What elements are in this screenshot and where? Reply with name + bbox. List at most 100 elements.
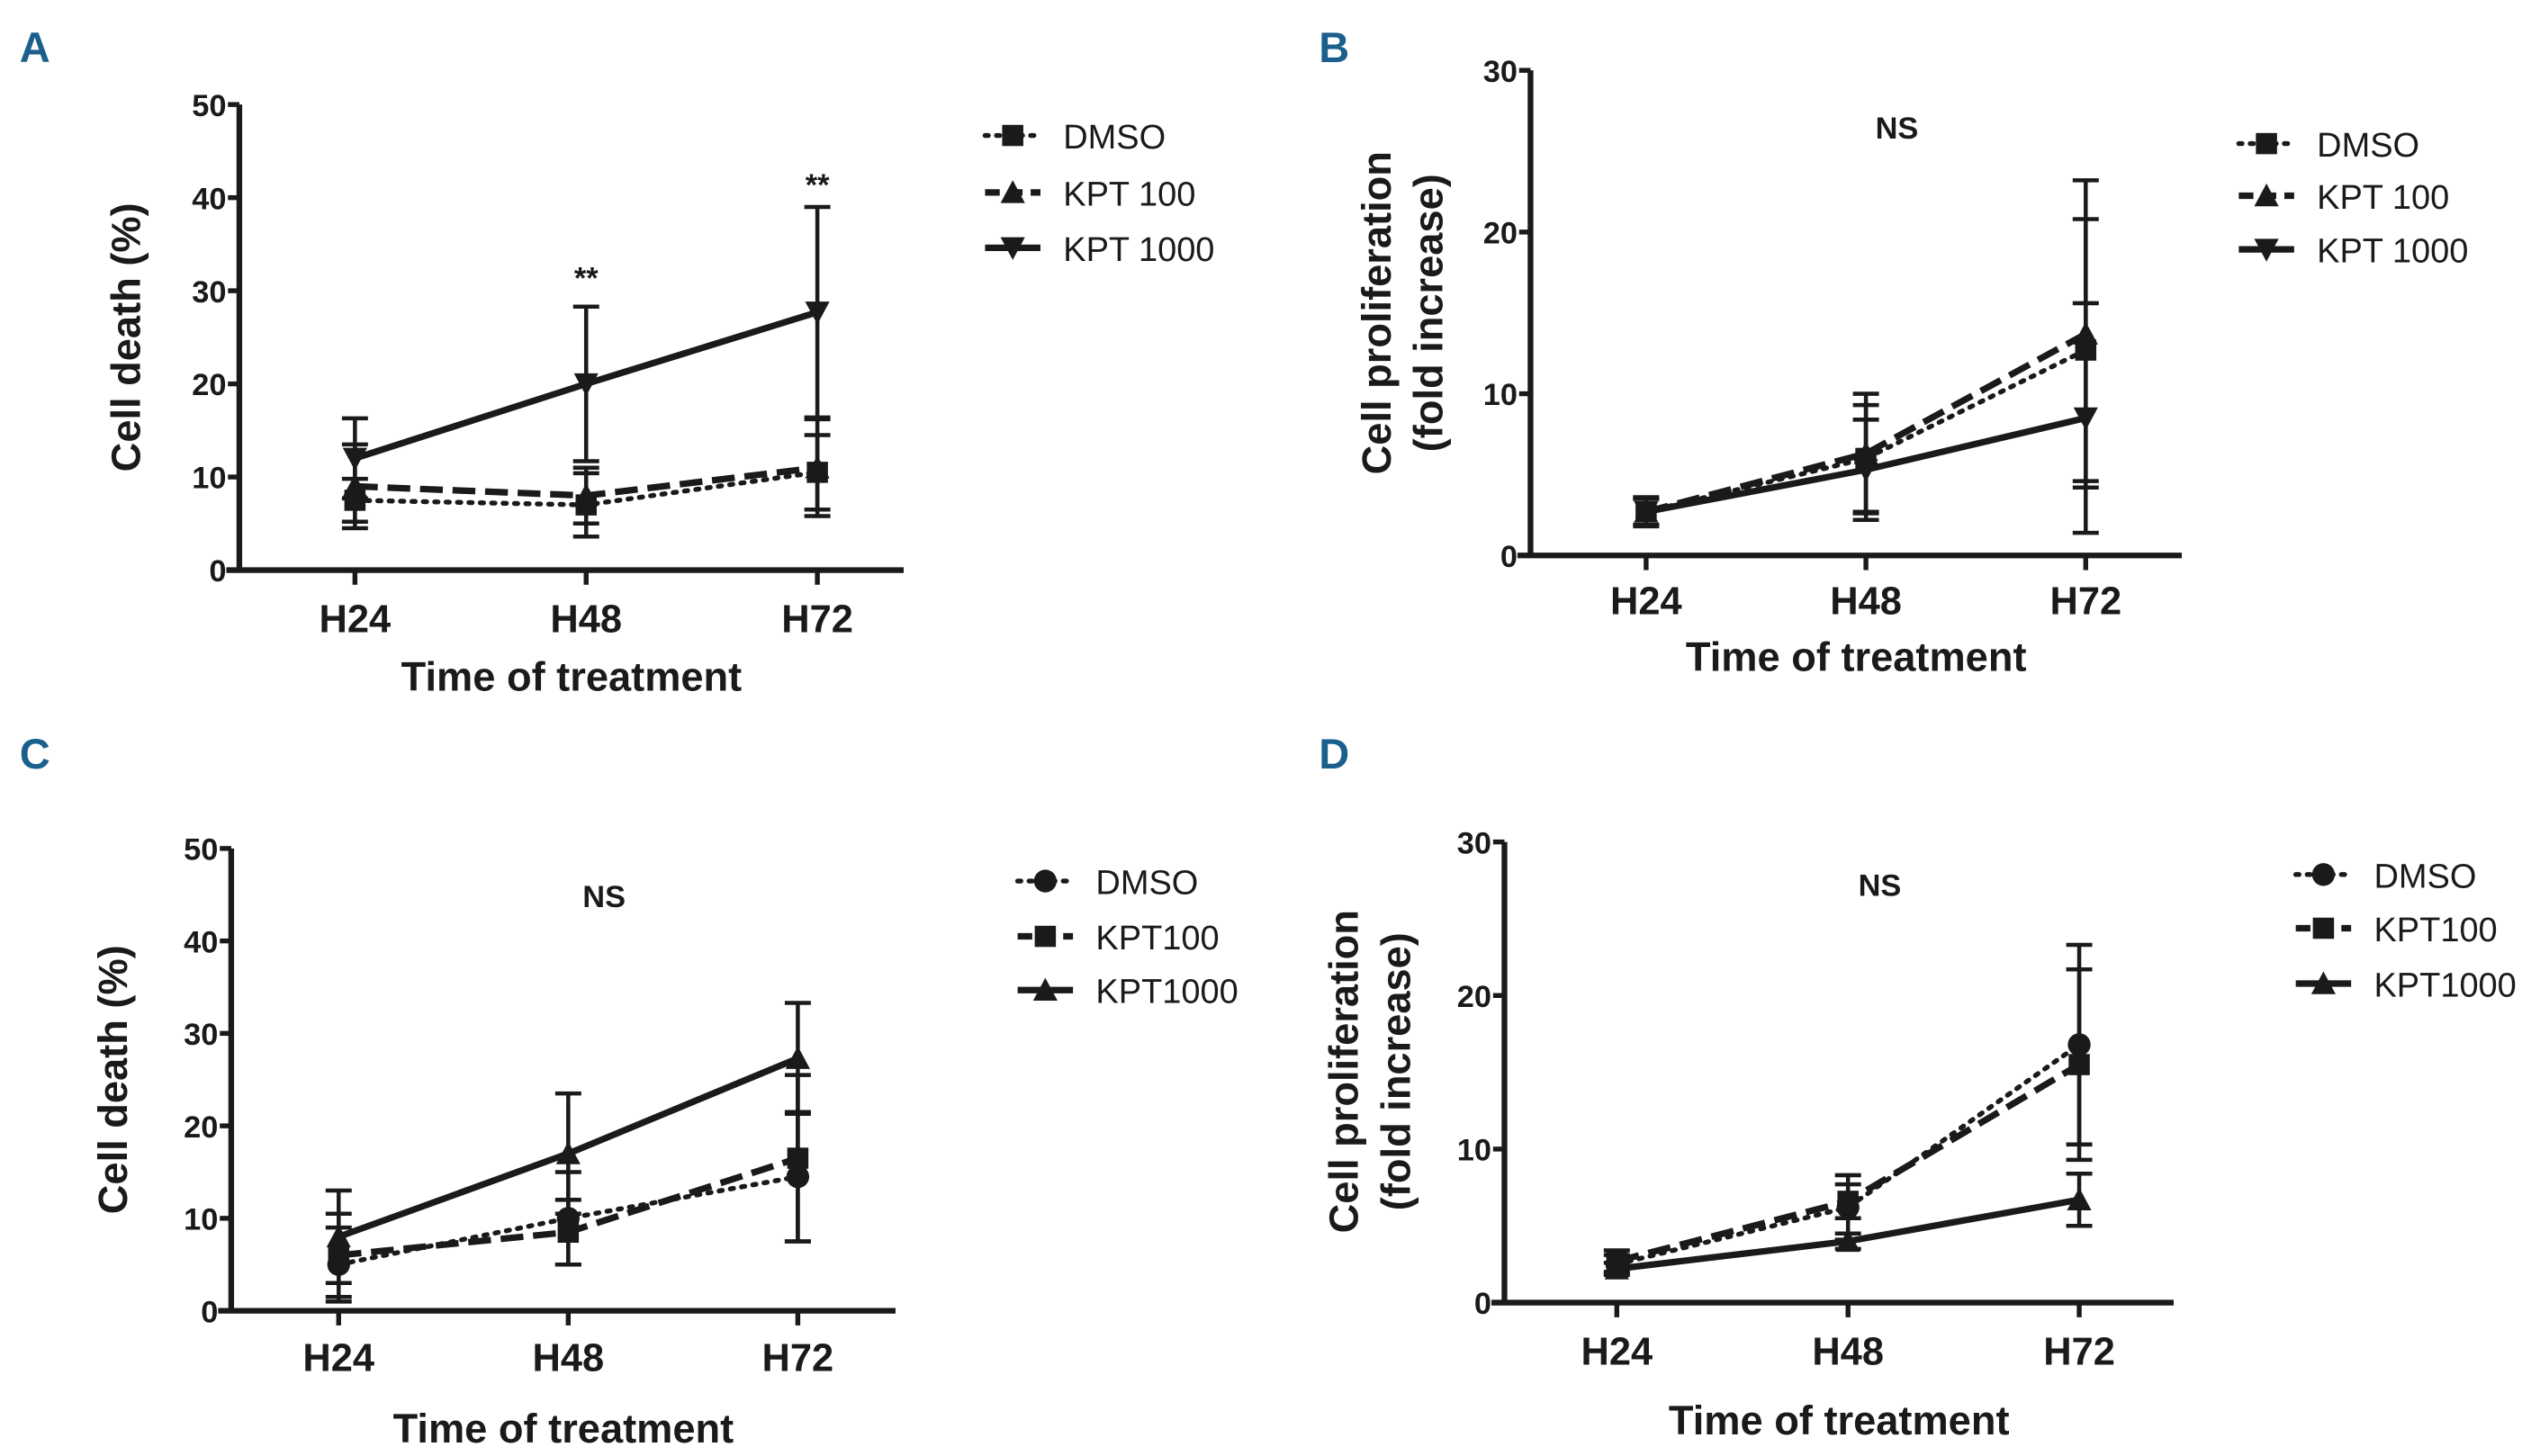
x-tick-label: H24	[320, 598, 392, 641]
legend-marker	[2256, 132, 2277, 155]
y-tick-label: 30	[1483, 55, 1518, 89]
legend-marker	[2310, 971, 2336, 994]
panel-label: B	[1319, 23, 1349, 71]
y-axis-label: Cell proliferation	[1354, 151, 1400, 474]
data-point	[1837, 1191, 1859, 1212]
x-tick-label: H48	[533, 1337, 605, 1380]
y-tick-label: 0	[201, 1295, 218, 1329]
significance-annotation: **	[806, 168, 830, 202]
x-tick-label: H24	[302, 1337, 374, 1380]
chart-title: NS	[1859, 868, 1902, 903]
series-kpt100	[1603, 967, 2093, 1274]
legend-marker	[2312, 917, 2335, 939]
legend-item: DMSO	[2236, 127, 2419, 165]
data-point	[1853, 459, 1878, 482]
legend-item: DMSO	[2292, 858, 2476, 895]
data-point	[805, 455, 830, 479]
legend-marker	[2311, 863, 2336, 886]
legend-label: KPT100	[2373, 912, 2497, 949]
x-tick-label: H72	[2049, 580, 2121, 623]
legend-item: KPT1000	[2295, 966, 2517, 1004]
data-point	[573, 483, 599, 507]
panel-label: D	[1319, 730, 1349, 777]
data-point	[342, 447, 367, 471]
x-tick-label: H24	[1581, 1330, 1653, 1373]
legend-label: KPT 1000	[2317, 233, 2468, 271]
y-tick-label: 30	[1457, 826, 1491, 860]
legend-marker	[1034, 925, 1057, 948]
legend-item: KPT 100	[985, 175, 1195, 213]
legend-label: KPT 1000	[1063, 231, 1214, 269]
data-point	[1835, 1228, 1860, 1253]
legend-label: DMSO	[1095, 865, 1198, 903]
chart-panel-d: D 0 10 20 30 H24 H48 H72 Time of treatment Cell p…	[1319, 730, 2517, 1443]
y-tick-label: 20	[192, 368, 226, 402]
data-point	[326, 1224, 351, 1248]
chart-panel-c: C 0 10 20 30 40 50 H24 H48 H72 Time of treatment Ce…	[20, 730, 1238, 1452]
legend-marker	[1000, 180, 1025, 203]
legend-label: KPT 100	[1063, 175, 1195, 213]
y-tick-label: 20	[1483, 217, 1518, 251]
legend-label: DMSO	[2317, 127, 2419, 165]
y-tick-label: 10	[1457, 1134, 1491, 1168]
series-dmso	[1603, 942, 2093, 1276]
series-kpt1000	[325, 1001, 811, 1286]
series-line	[1644, 330, 2088, 516]
legend-item: KPT 100	[2238, 179, 2449, 217]
chart-panel-a: A 0 10 20 30 40 50 H24 H48 H72 Time of treatment Ce…	[20, 23, 1215, 699]
x-tick-label: H24	[1610, 580, 1682, 623]
data-point	[573, 373, 599, 397]
x-axis-label: Time of treatment	[1686, 634, 2027, 680]
series-kpt1000	[1603, 1171, 2093, 1280]
y-axis-label: (fold increase)	[1374, 932, 1419, 1210]
data-point	[555, 1141, 581, 1164]
y-tick-label: 20	[1457, 980, 1491, 1014]
x-tick-label: H72	[762, 1337, 834, 1380]
legend-label: KPT1000	[2373, 966, 2516, 1004]
x-tick-label: H72	[2043, 1330, 2115, 1373]
y-tick-label: 0	[1474, 1287, 1491, 1321]
legend-item: KPT100	[2295, 912, 2498, 949]
y-axis-label: Cell proliferation	[1321, 910, 1367, 1233]
panel-label: C	[20, 730, 50, 777]
legend-marker	[1000, 237, 1025, 260]
legend-marker	[1002, 124, 1023, 147]
data-point	[2068, 1054, 2090, 1075]
legend-label: KPT1000	[1095, 974, 1238, 1011]
data-point	[1604, 1256, 1629, 1280]
panel-label: A	[20, 23, 50, 71]
legend-item: KPT 1000	[2238, 233, 2468, 271]
legend-marker	[1033, 869, 1058, 893]
data-point	[787, 1147, 809, 1169]
x-axis-label: Time of treatment	[393, 1406, 734, 1452]
y-tick-label: 20	[184, 1110, 218, 1145]
significance-annotation: **	[574, 262, 599, 296]
y-axis-label: (fold increase)	[1406, 174, 1452, 452]
legend-item: KPT100	[1017, 920, 1220, 957]
x-tick-label: H48	[1812, 1330, 1884, 1373]
legend-label: KPT 100	[2317, 179, 2449, 217]
legend-marker	[2254, 238, 2279, 262]
legend-marker	[1032, 977, 1058, 1002]
y-tick-label: 50	[184, 833, 218, 867]
legend-label: KPT100	[1095, 920, 1219, 957]
legend-item: KPT1000	[1017, 974, 1238, 1011]
y-axis-label: Cell death (%)	[104, 202, 149, 472]
chart-title: NS	[1876, 112, 1919, 146]
series-kpt-1000	[1633, 301, 2099, 535]
y-tick-label: 0	[209, 554, 226, 589]
legend-item: KPT 1000	[985, 231, 1214, 269]
x-tick-label: H48	[550, 598, 622, 641]
x-axis-label: Time of treatment	[401, 653, 743, 699]
chart-title: NS	[582, 880, 626, 914]
y-tick-label: 10	[184, 1203, 218, 1237]
data-point	[2073, 407, 2098, 431]
data-point	[785, 1046, 810, 1069]
y-tick-label: 0	[1500, 540, 1518, 574]
legend-label: DMSO	[1063, 119, 1166, 157]
y-tick-label: 30	[184, 1018, 218, 1052]
x-tick-label: H48	[1830, 580, 1902, 623]
y-tick-label: 40	[192, 182, 226, 216]
data-point	[2067, 1187, 2092, 1210]
data-point	[1634, 500, 1659, 525]
